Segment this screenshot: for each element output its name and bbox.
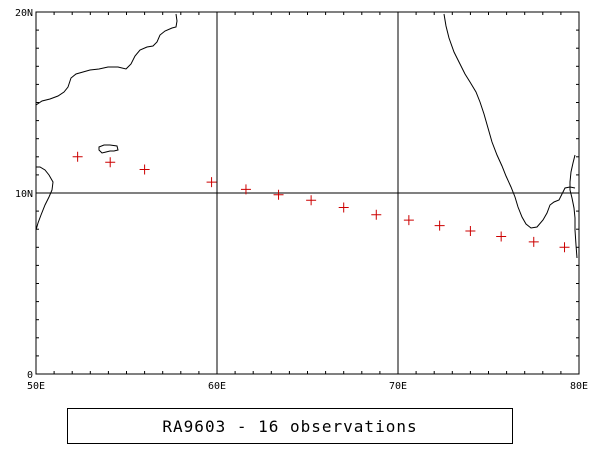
coastline-arabia <box>35 13 178 106</box>
observation-marker <box>559 242 570 253</box>
y-tick-label: 10N <box>15 189 33 200</box>
x-tick-label: 80E <box>570 381 588 392</box>
observation-marker <box>403 215 414 226</box>
coastline-socotra <box>98 144 119 154</box>
caption-box: RA9603 - 16 observations <box>67 408 513 444</box>
observation-markers <box>72 151 570 253</box>
observation-marker <box>496 231 507 242</box>
observation-marker <box>306 195 317 206</box>
observation-marker <box>105 157 116 168</box>
coastlines <box>35 13 578 259</box>
caption-text: RA9603 - 16 observations <box>162 416 418 436</box>
x-tick-label: 50E <box>27 381 45 392</box>
y-tick-label: 0 <box>27 370 33 381</box>
coastline-horn-of-africa <box>35 166 54 231</box>
x-tick-label: 70E <box>389 381 407 392</box>
observation-marker <box>371 209 382 220</box>
observation-marker <box>465 226 476 237</box>
observation-marker <box>434 220 445 231</box>
observation-marker <box>338 202 349 213</box>
y-tick-label: 20N <box>15 8 33 19</box>
observation-marker <box>139 164 150 175</box>
axis-labels: 50E 60E 70E 80E 0 10N 20N <box>15 8 588 392</box>
observation-marker <box>240 184 251 195</box>
observation-marker <box>273 189 284 200</box>
observation-marker <box>206 177 217 188</box>
observation-marker <box>72 151 83 162</box>
coastline-sri-lanka <box>569 154 578 259</box>
grid <box>36 12 579 374</box>
axis-ticks <box>35 11 580 375</box>
observation-marker <box>528 236 539 247</box>
coastline-india <box>443 13 576 229</box>
x-tick-label: 60E <box>208 381 226 392</box>
